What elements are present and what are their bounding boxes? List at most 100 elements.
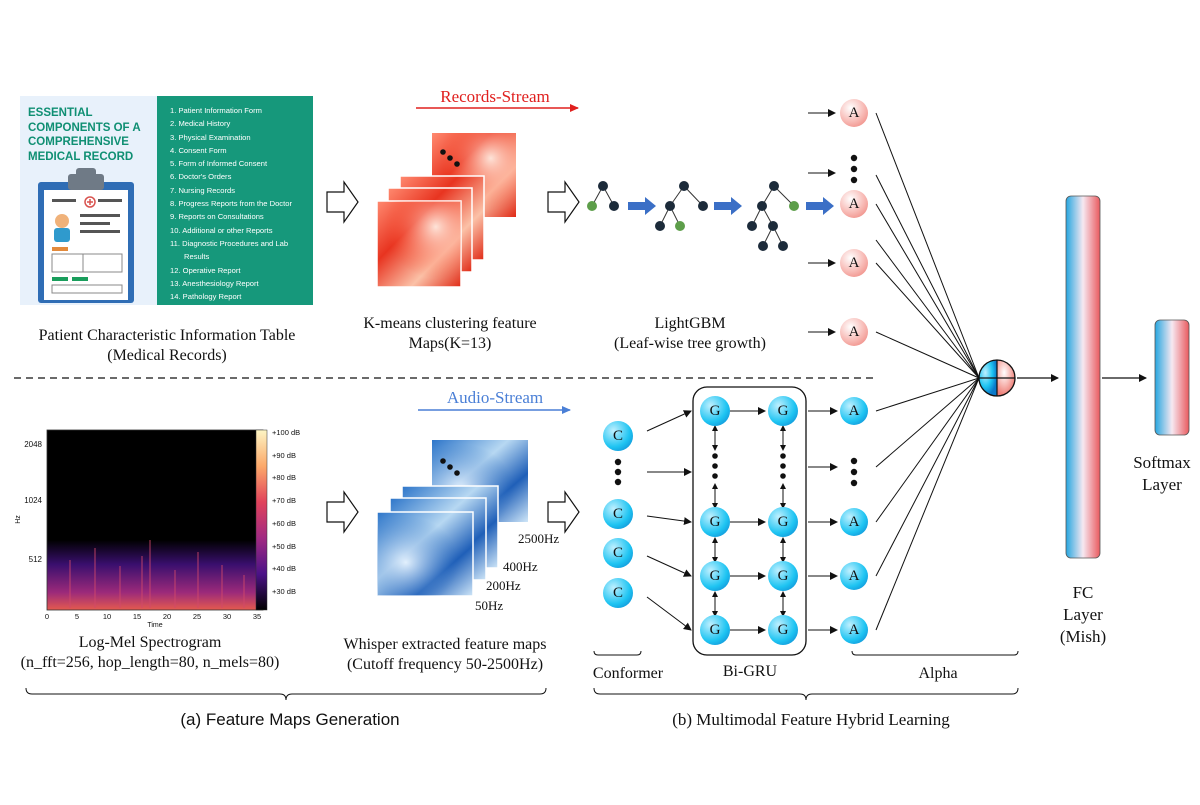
spectrogram-y-label: Hz [14,515,22,524]
colorbar-tick: +30 dB [272,587,296,596]
whisper-caption: Whisper extracted feature maps (Cutoff f… [343,636,547,673]
infographic-item: Results [184,252,210,262]
tree-boost-arrows [628,197,834,215]
process-arrow-icon [547,490,580,534]
gru-node-backward: G [768,615,798,645]
spectrogram-x-tick: 30 [222,612,232,621]
conformer-label: Conformer [592,665,664,682]
alpha-node-records: A [840,99,868,127]
conformer-node: C [603,499,633,529]
fusion-node [978,359,1016,397]
alpha-node-audio: A [840,562,868,590]
bigru-ellipsis [712,453,786,479]
spectrogram-x-label: Time [147,622,163,629]
gru-node-forward: G [700,615,730,645]
section-braces [25,650,1019,701]
bigru-box [692,386,807,656]
clipboard-icon [38,168,134,303]
infographic-item: 11. Diagnostic Procedures and Lab [170,238,289,248]
alpha-node-audio: A [840,397,868,425]
gru-node-backward: G [768,561,798,591]
infographic-item: 12. Operative Report [170,265,241,275]
fc-layer-label: FC Layer (Mish) [1059,583,1107,646]
alpha-node-audio: A [840,508,868,536]
conformer-ellipsis [614,458,622,486]
fc-layer-bar [1065,195,1101,559]
log-mel-spectrogram [46,429,268,611]
process-arrow-icon [326,490,359,534]
spectrogram-x-tick: 0 [44,612,50,621]
conformer-to-gru-arrows [646,410,692,631]
gru-node-backward: G [768,507,798,537]
infographic-item: 9. Reports on Consultations [170,212,264,222]
bigru-vertical-links [712,425,786,617]
alpha-node-audio: A [840,616,868,644]
spectrogram-x-tick: 25 [192,612,202,621]
alpha-label: Alpha [918,665,958,682]
conformer-node: C [603,538,633,568]
colorbar-tick: +40 dB [272,564,296,574]
softmax-layer-bar [1154,319,1190,436]
process-arrow-icon [326,180,359,224]
process-arrow-icon [547,180,580,224]
alpha-node-records: A [840,318,868,346]
kmeans-caption: K-means clustering feature Maps(K=13) [363,315,537,352]
alpha-node-records: A [840,249,868,277]
alpha-ellipsis [850,154,858,487]
softmax-layer-label: Softmax Layer [1133,453,1191,494]
freq-label-50: 50Hz [475,598,504,613]
kmeans-feature-maps [376,133,516,288]
gru-to-alpha-arrows [808,407,838,634]
infographic-item: 3. Physical Examination [170,132,251,142]
audio-stream-label: Audio-Stream [446,388,544,407]
infographic-item: 2. Medical History [170,119,231,129]
section-b-label: (b) Multimodal Feature Hybrid Learning [672,710,950,729]
gru-node-forward: G [700,507,730,537]
bigru-label: Bi-GRU [722,663,778,680]
infographic-item: 10. Additional or other Reports [170,225,273,235]
section-a-label: (a) Feature Maps Generation [180,710,400,729]
lightgbm-trees [591,185,795,247]
infographic-item: 4. Consent Form [170,145,227,155]
colorbar-tick: +60 dB [272,518,296,528]
colorbar-tick: +100 dB [272,428,301,437]
medical-record-infographic: ESSENTIAL COMPONENTS OF A COMPREHENSIVE … [20,96,313,305]
infographic-item: 14. Pathology Report [170,292,242,302]
whisper-feature-maps [376,440,528,597]
colorbar-tick: +70 dB [272,496,296,506]
lightgbm-caption: LightGBM (Leaf-wise tree growth) [614,315,766,352]
gru-node-forward: G [700,396,730,426]
infographic-item: 5. Form of Informed Consent [170,159,268,169]
colorbar-tick: +50 dB [272,541,296,551]
freq-label-400: 400Hz [503,559,538,574]
freq-label-2500: 2500Hz [518,531,560,546]
spectrogram-y-tick: 1024 [24,496,42,505]
gru-node-backward: G [768,396,798,426]
spectrogram-x-tick: 35 [252,612,262,621]
tree-nodes [587,181,799,251]
infographic-item: 7. Nursing Records [170,185,235,195]
logmel-caption: Log-Mel Spectrogram (n_fft=256, hop_leng… [20,634,280,671]
bigru-horizontal-links [730,407,766,634]
spectrogram-y-tick: 2048 [24,440,42,449]
infographic-item: 1. Patient Information Form [170,106,263,115]
spectrogram-y-tick: 512 [28,555,42,564]
freq-label-200: 200Hz [486,578,521,593]
colorbar-tick: +90 dB [272,450,296,460]
spectrogram-x-tick: 20 [162,612,172,621]
infographic-item: 6. Doctor's Orders [170,172,232,182]
conformer-node: C [603,421,633,451]
alpha-node-records: A [840,190,868,218]
infographic-item: 13. Anesthesiology Report [170,278,259,288]
infographic-left-panel: ESSENTIAL COMPONENTS OF A COMPREHENSIVE … [20,96,157,305]
records-to-alpha-arrows [808,109,836,336]
patient-table-caption: Patient Characteristic Information Table… [38,327,296,364]
conformer-node: C [603,578,633,608]
records-stream-label: Records-Stream [440,87,550,106]
spectrogram-x-tick: 10 [102,612,112,621]
spectrogram-x-tick: 15 [132,612,142,621]
fusion-fan-in-lines [875,112,980,631]
infographic-title: ESSENTIAL COMPONENTS OF A COMPREHENSIVE … [28,107,141,163]
